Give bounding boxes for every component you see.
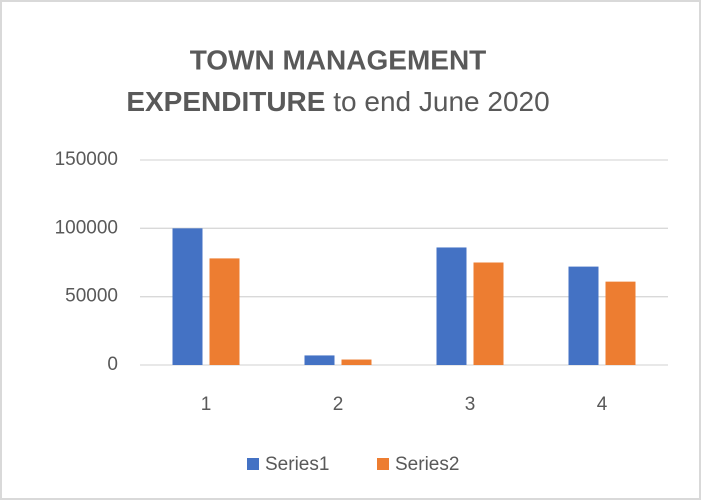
legend-swatch [377,458,389,470]
chart-title: EXPENDITURE to end June 2020 [126,86,549,117]
chart-title-bold: EXPENDITURE [126,86,325,117]
bar [341,359,372,365]
y-tick-label: 150000 [55,149,118,170]
x-tick-label: 3 [465,394,476,415]
bar [605,281,636,365]
bar [436,247,467,365]
x-tick-label: 2 [333,394,344,415]
x-tick-label: 4 [597,394,608,415]
legend-label: Series2 [395,454,459,475]
bar [172,228,203,365]
chart-title-rest: to end June 2020 [333,86,549,117]
x-tick-label: 1 [201,394,212,415]
bar [568,266,599,365]
chart-title: TOWN MANAGEMENT [190,44,487,75]
bar [209,258,240,365]
bar [304,355,335,365]
y-tick-label: 100000 [55,217,118,238]
y-tick-label: 50000 [65,286,118,307]
legend-label: Series1 [265,454,329,475]
bar [473,262,504,365]
legend-swatch [247,458,259,470]
y-tick-label: 0 [107,354,118,375]
